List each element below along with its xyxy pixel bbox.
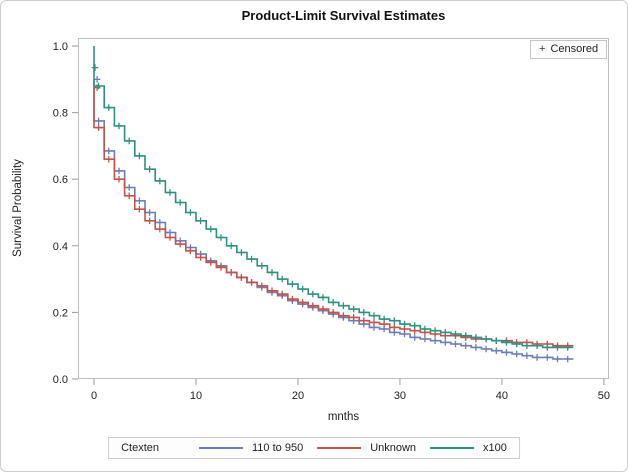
x-tick-label: 30 (394, 390, 406, 402)
legend-entries: 110 to 950 Unknown x100 (185, 442, 507, 454)
series-path-unknown (93, 87, 574, 347)
legend-entry-x100: x100 (416, 442, 507, 454)
legend-line-swatch (430, 446, 475, 450)
y-tick-label: 0.6 (53, 174, 68, 186)
legend-entry-label: x100 (483, 442, 507, 454)
legend-entry-label: 110 to 950 (252, 442, 304, 454)
legend-entry-unknown: Unknown (303, 442, 416, 454)
legend-entry-label: Unknown (370, 442, 417, 454)
x-tick-label: 40 (496, 390, 508, 402)
censored-legend: + Censored (530, 40, 608, 59)
legend-title: Ctexten (121, 442, 160, 454)
x-axis-label: mnths (327, 411, 360, 423)
group-legend: Ctexten 110 to 950 Unknown x100 (108, 437, 520, 459)
legend-entry-110-to-950: 110 to 950 (185, 442, 303, 454)
censor-marks-x100 (91, 64, 571, 351)
plot-frame (78, 38, 609, 379)
x-tick-label: 0 (91, 390, 97, 402)
y-axis-label: Survival Probability (12, 159, 24, 257)
censor-marks-unknown (93, 84, 571, 349)
chart-title: Product-Limit Survival Estimates (241, 8, 446, 23)
y-tick-label: 0.4 (53, 241, 68, 253)
x-tick-label: 10 (190, 390, 202, 402)
x-tick-label: 50 (598, 390, 610, 402)
censored-legend-label: Censored (550, 43, 599, 55)
y-tick-label: 1.0 (53, 41, 68, 53)
y-tick-label: 0.0 (53, 374, 68, 386)
censored-plus-icon: + (539, 43, 546, 55)
plot-area: 0 10 20 30 40 50 0.0 0.2 0.4 0.6 0.8 1.0 (53, 38, 610, 402)
legend-line-swatch (317, 446, 362, 450)
censor-marks-110-to-950 (93, 76, 571, 363)
y-tick-label: 0.2 (53, 307, 68, 319)
x-tick-label: 20 (292, 390, 304, 402)
legend-line-swatch (199, 446, 244, 450)
y-tick-label: 0.8 (53, 108, 68, 120)
